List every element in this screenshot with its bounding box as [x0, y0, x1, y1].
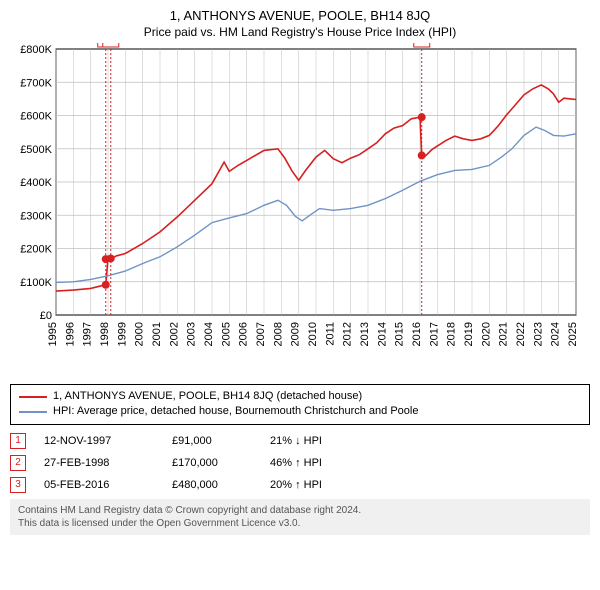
- svg-text:£300K: £300K: [20, 210, 52, 222]
- legend-label: HPI: Average price, detached house, Bour…: [53, 404, 418, 419]
- event-marker-number: 2: [108, 43, 114, 46]
- svg-text:2011: 2011: [324, 322, 336, 346]
- svg-text:2017: 2017: [428, 322, 440, 346]
- svg-text:2021: 2021: [498, 322, 510, 346]
- legend-row: 1, ANTHONYS AVENUE, POOLE, BH14 8JQ (det…: [19, 389, 581, 404]
- svg-text:2020: 2020: [480, 322, 492, 346]
- svg-text:£800K: £800K: [20, 44, 52, 56]
- event-price: £170,000: [172, 457, 252, 469]
- svg-text:£100K: £100K: [20, 277, 52, 289]
- svg-text:2023: 2023: [532, 322, 544, 346]
- event-price: £91,000: [172, 435, 252, 447]
- event-price: £480,000: [172, 479, 252, 491]
- svg-text:£400K: £400K: [20, 177, 52, 189]
- event-number-badge: 2: [10, 455, 26, 471]
- svg-text:2019: 2019: [463, 322, 475, 346]
- event-row: 2 27-FEB-1998 £170,000 46% ↑ HPI: [10, 455, 590, 471]
- svg-text:2002: 2002: [168, 322, 180, 346]
- svg-text:2013: 2013: [359, 322, 371, 346]
- event-marker-dot: [418, 151, 426, 159]
- page-title: 1, ANTHONYS AVENUE, POOLE, BH14 8JQ: [10, 8, 590, 23]
- event-row: 1 12-NOV-1997 £91,000 21% ↓ HPI: [10, 433, 590, 449]
- legend-row: HPI: Average price, detached house, Bour…: [19, 404, 581, 419]
- svg-text:2001: 2001: [151, 322, 163, 346]
- legend-label: 1, ANTHONYS AVENUE, POOLE, BH14 8JQ (det…: [53, 389, 362, 404]
- event-date: 27-FEB-1998: [44, 457, 154, 469]
- event-marker-number: 3: [419, 43, 425, 46]
- svg-text:2007: 2007: [255, 322, 267, 346]
- event-marker-dot: [107, 254, 115, 262]
- event-delta: 20% ↑ HPI: [270, 479, 360, 491]
- svg-text:£500K: £500K: [20, 144, 52, 156]
- event-date: 12-NOV-1997: [44, 435, 154, 447]
- svg-text:2008: 2008: [272, 322, 284, 346]
- event-delta: 46% ↑ HPI: [270, 457, 360, 469]
- event-marker-dot: [102, 281, 110, 289]
- svg-text:2003: 2003: [186, 322, 198, 346]
- footer-line-2: This data is licensed under the Open Gov…: [18, 517, 582, 530]
- chart: £0 £100K £200K £300K £400K £500K £600K £700K £80…: [10, 43, 590, 378]
- svg-text:2014: 2014: [376, 322, 388, 346]
- chart-container: 1, ANTHONYS AVENUE, POOLE, BH14 8JQ Pric…: [0, 0, 600, 590]
- event-marker-dot: [418, 113, 426, 121]
- event-date: 05-FEB-2016: [44, 479, 154, 491]
- svg-text:2004: 2004: [203, 322, 215, 346]
- svg-text:£0: £0: [40, 310, 52, 322]
- svg-text:2000: 2000: [134, 322, 146, 346]
- svg-text:2015: 2015: [394, 322, 406, 346]
- footer-attribution: Contains HM Land Registry data © Crown c…: [10, 499, 590, 535]
- svg-text:1996: 1996: [64, 322, 76, 346]
- page-subtitle: Price paid vs. HM Land Registry's House …: [10, 25, 590, 39]
- svg-text:2018: 2018: [446, 322, 458, 346]
- svg-text:1999: 1999: [116, 322, 128, 346]
- legend-swatch: [19, 411, 47, 413]
- footer-line-1: Contains HM Land Registry data © Crown c…: [18, 504, 582, 517]
- svg-text:£200K: £200K: [20, 244, 52, 256]
- svg-text:£700K: £700K: [20, 77, 52, 89]
- svg-text:2022: 2022: [515, 322, 527, 346]
- svg-text:1998: 1998: [99, 322, 111, 346]
- svg-text:2010: 2010: [307, 322, 319, 346]
- event-delta: 21% ↓ HPI: [270, 435, 360, 447]
- svg-text:2012: 2012: [342, 322, 354, 346]
- chart-svg: £0 £100K £200K £300K £400K £500K £600K £700K £80…: [10, 43, 590, 373]
- legend: 1, ANTHONYS AVENUE, POOLE, BH14 8JQ (det…: [10, 384, 590, 425]
- legend-swatch: [19, 396, 47, 398]
- event-number-badge: 3: [10, 477, 26, 493]
- svg-text:2025: 2025: [567, 322, 579, 346]
- event-list: 1 12-NOV-1997 £91,000 21% ↓ HPI 2 27-FEB-1998…: [10, 433, 590, 493]
- svg-text:1997: 1997: [82, 322, 94, 346]
- event-row: 3 05-FEB-2016 £480,000 20% ↑ HPI: [10, 477, 590, 493]
- svg-text:2024: 2024: [550, 322, 562, 346]
- svg-text:2006: 2006: [238, 322, 250, 346]
- svg-text:2005: 2005: [220, 322, 232, 346]
- svg-text:£600K: £600K: [20, 111, 52, 123]
- svg-text:2016: 2016: [411, 322, 423, 346]
- event-number-badge: 1: [10, 433, 26, 449]
- svg-text:2009: 2009: [290, 322, 302, 346]
- svg-text:1995: 1995: [47, 322, 59, 346]
